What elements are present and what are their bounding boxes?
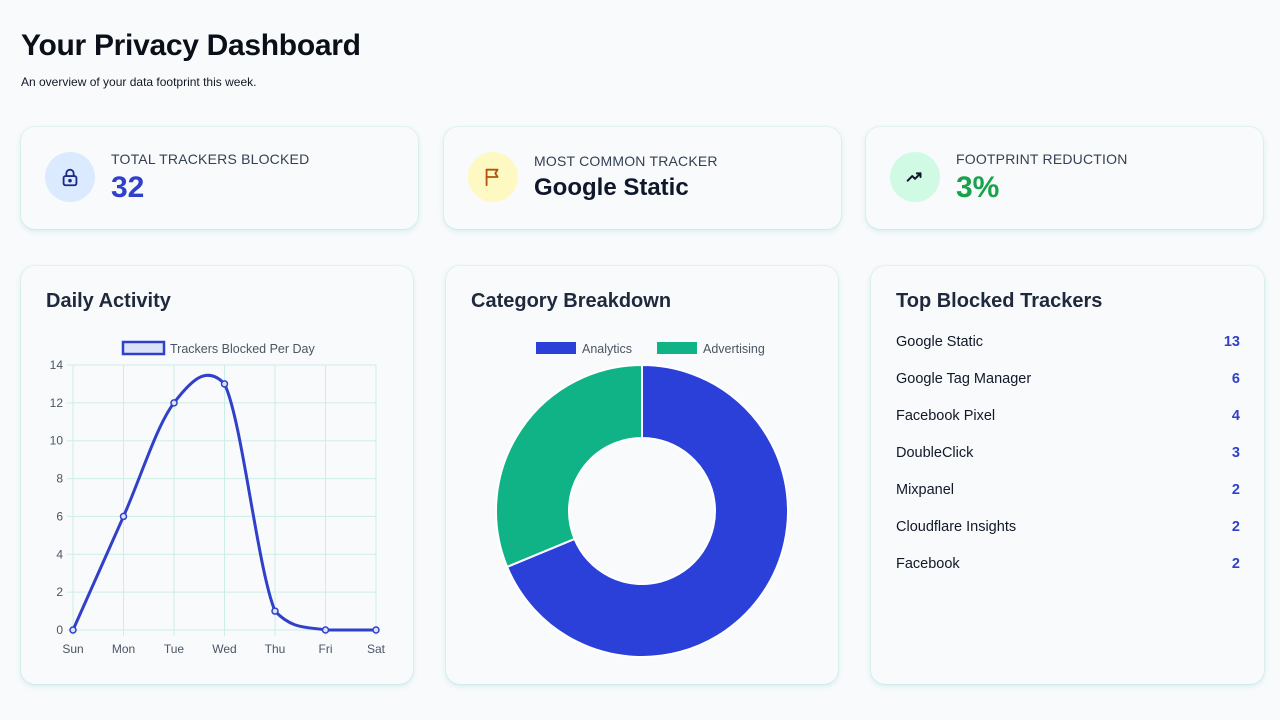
chart-legend: Trackers Blocked Per Day — [121, 340, 315, 356]
tracker-name: DoubleClick — [896, 445, 974, 461]
legend-swatch — [657, 342, 697, 354]
tracker-name: Cloudflare Insights — [896, 519, 1017, 535]
tracker-name: Google Tag Manager — [896, 371, 1032, 387]
tracker-count: 13 — [1223, 334, 1240, 350]
stat-card-total-trackers: TOTAL TRACKERS BLOCKED 32 — [21, 127, 418, 229]
x-tick-label: Tue — [164, 642, 185, 656]
tracker-count: 3 — [1231, 445, 1240, 461]
y-tick-label: 14 — [50, 358, 64, 372]
y-tick-label: 12 — [50, 396, 64, 410]
x-tick-label: Thu — [265, 642, 286, 656]
stat-value: 32 — [111, 171, 145, 204]
panel-title: Daily Activity — [46, 290, 171, 312]
panel-title: Top Blocked Trackers — [896, 290, 1103, 312]
chart-legend: Analytics Advertising — [536, 342, 765, 356]
panel-title: Category Breakdown — [471, 290, 672, 312]
stat-label: FOOTPRINT REDUCTION — [956, 151, 1128, 167]
tracker-name: Facebook — [896, 556, 960, 572]
y-tick-label: 0 — [56, 623, 63, 637]
data-point — [170, 399, 178, 407]
data-point — [372, 626, 380, 634]
tracker-name: Facebook Pixel — [896, 408, 996, 424]
x-tick-label: Sun — [62, 642, 83, 656]
lock-icon — [45, 152, 95, 202]
y-tick-label: 2 — [56, 585, 63, 599]
tracker-count: 6 — [1231, 371, 1240, 387]
tracker-row: Cloudflare Insights 2 — [896, 517, 1240, 537]
page-title: Your Privacy Dashboard — [21, 29, 361, 62]
top-trackers-panel: Top Blocked Trackers Google Static 13 Go… — [871, 266, 1264, 684]
page-subtitle: An overview of your data footprint this … — [21, 75, 257, 89]
legend-swatch — [536, 342, 576, 354]
data-point — [321, 626, 330, 634]
data-point — [271, 607, 279, 615]
stat-value: 3% — [956, 171, 1000, 204]
legend-label: Trackers Blocked Per Day — [170, 342, 315, 356]
stat-value: Google Static — [534, 174, 689, 201]
y-tick-label: 6 — [56, 509, 63, 523]
tracker-count: 2 — [1231, 519, 1240, 535]
tracker-row: Google Static 13 — [896, 332, 1240, 352]
data-point — [69, 626, 77, 634]
donut-slice-advertising — [495, 363, 643, 569]
x-tick-label: Fri — [319, 642, 333, 656]
x-tick-label: Sat — [367, 642, 386, 656]
donut-slice-analytics — [505, 363, 789, 658]
y-tick-label: 10 — [50, 434, 64, 448]
tracker-count: 2 — [1231, 556, 1240, 572]
trending-up-icon — [890, 152, 940, 202]
stat-label: MOST COMMON TRACKER — [534, 153, 718, 169]
stat-card-most-common-tracker: MOST COMMON TRACKER Google Static — [444, 127, 841, 229]
line-chart: Trackers Blocked Per Day 0 2 4 6 8 10 12 14 Sun… — [50, 340, 386, 656]
tracker-name: Google Static — [896, 334, 984, 350]
legend-label: Advertising — [703, 342, 765, 356]
daily-activity-panel: Daily Activity Trackers Blocked Per Day … — [21, 266, 413, 684]
tracker-name: Mixpanel — [896, 482, 955, 498]
x-tick-label: Wed — [212, 642, 236, 656]
data-point — [119, 512, 128, 521]
flag-icon — [468, 152, 518, 202]
stat-card-footprint-reduction: FOOTPRINT REDUCTION 3% — [866, 127, 1263, 229]
tracker-row: Facebook Pixel 4 — [896, 406, 1240, 426]
legend-swatch — [121, 340, 166, 356]
tracker-row: Facebook 2 — [896, 554, 1240, 574]
tracker-count: 2 — [1231, 482, 1240, 498]
donut-chart: Analytics Advertising — [495, 342, 789, 658]
tracker-row: Mixpanel 2 — [896, 480, 1240, 500]
stat-label: TOTAL TRACKERS BLOCKED — [111, 151, 310, 167]
tracker-row: Google Tag Manager 6 — [896, 369, 1240, 389]
legend-label: Analytics — [582, 342, 632, 356]
y-tick-label: 4 — [56, 547, 63, 561]
tracker-row: DoubleClick 3 — [896, 443, 1240, 463]
data-point — [220, 380, 229, 388]
x-tick-label: Mon — [112, 642, 135, 656]
tracker-count: 4 — [1231, 408, 1240, 424]
y-tick-label: 8 — [56, 472, 63, 486]
category-breakdown-panel: Category Breakdown Analytics Advertising — [446, 266, 838, 684]
